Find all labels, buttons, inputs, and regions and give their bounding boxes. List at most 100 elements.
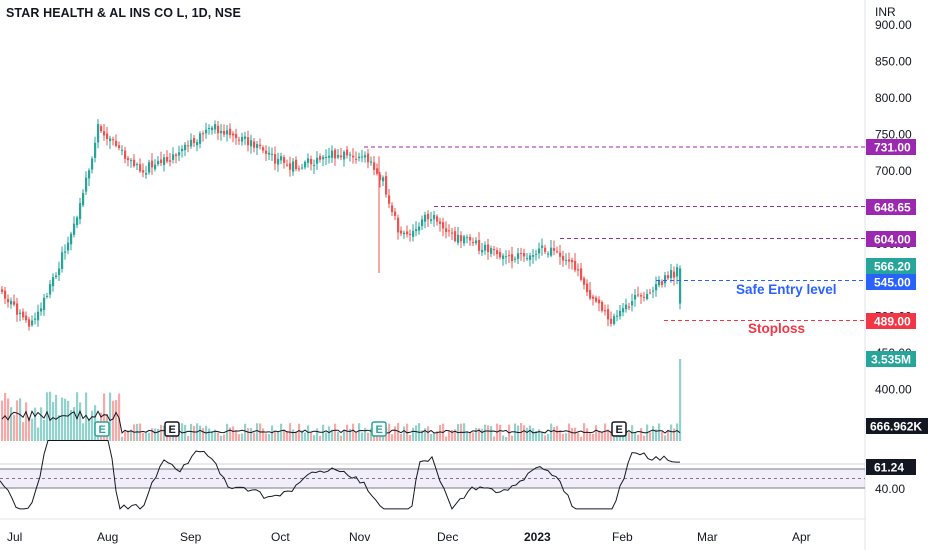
volume-ma-line [1, 409, 681, 434]
candle-body [73, 223, 76, 235]
volume-bar [193, 425, 196, 441]
event-marker-nov[interactable]: E [371, 421, 387, 437]
time-label: Apr [792, 530, 811, 544]
candle-body [439, 221, 442, 224]
svg-text:545.00: 545.00 [874, 276, 911, 290]
candle-body [91, 158, 94, 170]
volume-bar [367, 432, 370, 441]
volume-bar [556, 426, 559, 441]
volume-bar [673, 428, 676, 441]
candle-body [133, 159, 136, 167]
volume-bar [223, 434, 226, 441]
volume-bar [163, 425, 166, 441]
candle-body [469, 237, 472, 241]
candle-body [7, 298, 10, 303]
candle-body [367, 153, 370, 163]
candle-body [34, 318, 37, 320]
volume-bar [643, 435, 646, 441]
badge-731: 731.00 [866, 139, 916, 155]
candle-body [94, 142, 97, 158]
candle-body [499, 252, 502, 258]
candle-body [247, 137, 250, 146]
candle-body [610, 318, 613, 324]
volume-bar [271, 425, 274, 441]
candle-body [454, 231, 457, 242]
candle-body [448, 230, 451, 232]
badge-604: 604.00 [866, 231, 916, 247]
time-axis[interactable]: Jul Aug Sep Oct Nov Dec 2023 Feb Mar Apr [7, 530, 811, 544]
volume-bar [409, 435, 412, 441]
volume-bar [88, 418, 91, 441]
candle-body [283, 157, 286, 163]
candle-body [325, 156, 328, 159]
candle-body [535, 253, 538, 255]
candle-body [319, 156, 322, 160]
volume-bar [178, 435, 181, 441]
volume-bar [634, 432, 637, 441]
volume-bar [340, 435, 343, 441]
candle-body [595, 297, 598, 302]
candle-body [478, 240, 481, 251]
volume-bar [22, 422, 25, 441]
candle-body [82, 193, 85, 206]
candle-body [19, 312, 22, 314]
candle-body [517, 253, 520, 259]
volume-bar [613, 436, 616, 441]
volume-bar [655, 429, 658, 441]
candle-body [40, 308, 43, 312]
volume-bar [187, 435, 190, 441]
candle-body [268, 152, 271, 155]
candle-body [637, 294, 640, 296]
candle-body [232, 133, 235, 136]
candle-body [22, 311, 25, 318]
candle-body [490, 248, 493, 254]
candle-body [52, 277, 55, 287]
candle-body [364, 155, 367, 158]
volume-bar [550, 423, 553, 441]
candle-body [136, 164, 139, 166]
volume-bar [235, 430, 238, 441]
candle-body [652, 290, 655, 292]
volume-bar [274, 431, 277, 441]
candle-body [271, 153, 274, 155]
svg-text:E: E [616, 424, 623, 436]
candle-body [175, 154, 178, 156]
candle-body [484, 244, 487, 251]
candle-body [562, 256, 565, 261]
badge-648: 648.65 [866, 199, 916, 215]
candle-body [25, 315, 28, 321]
candle-body [310, 159, 313, 165]
volume-bar [214, 429, 217, 441]
candle-body [100, 126, 103, 132]
volume-bar [148, 432, 151, 441]
candle-body [280, 156, 283, 161]
volume-bar [316, 428, 319, 441]
candle-body [457, 234, 460, 243]
candle-body [85, 177, 88, 192]
event-marker-aug[interactable]: E [94, 421, 110, 437]
candle-body [112, 139, 115, 141]
candle-body [148, 162, 151, 173]
volume-bar [211, 431, 214, 441]
volume-bar [592, 433, 595, 441]
candle-body [220, 131, 223, 134]
candle-body [613, 316, 616, 325]
volume-bar [262, 428, 265, 441]
volume-bar [466, 432, 469, 441]
price-tick: 750.00 [875, 127, 912, 141]
event-marker-feb[interactable]: E [611, 421, 627, 437]
volume-bar [499, 424, 502, 441]
volume-bar [541, 432, 544, 441]
candle-body [103, 131, 106, 136]
svg-text:604.00: 604.00 [874, 233, 911, 247]
candle-body [130, 160, 133, 162]
candle-body [415, 229, 418, 232]
candle-body [451, 232, 454, 234]
candle-body [214, 124, 217, 130]
event-marker-sep[interactable]: E [164, 421, 180, 437]
price-axis[interactable]: 900.00850.00800.00750.00700.00650.00600.… [875, 18, 912, 433]
volume-bar [511, 435, 514, 441]
volume-bar [493, 436, 496, 441]
candle-body [565, 259, 568, 261]
